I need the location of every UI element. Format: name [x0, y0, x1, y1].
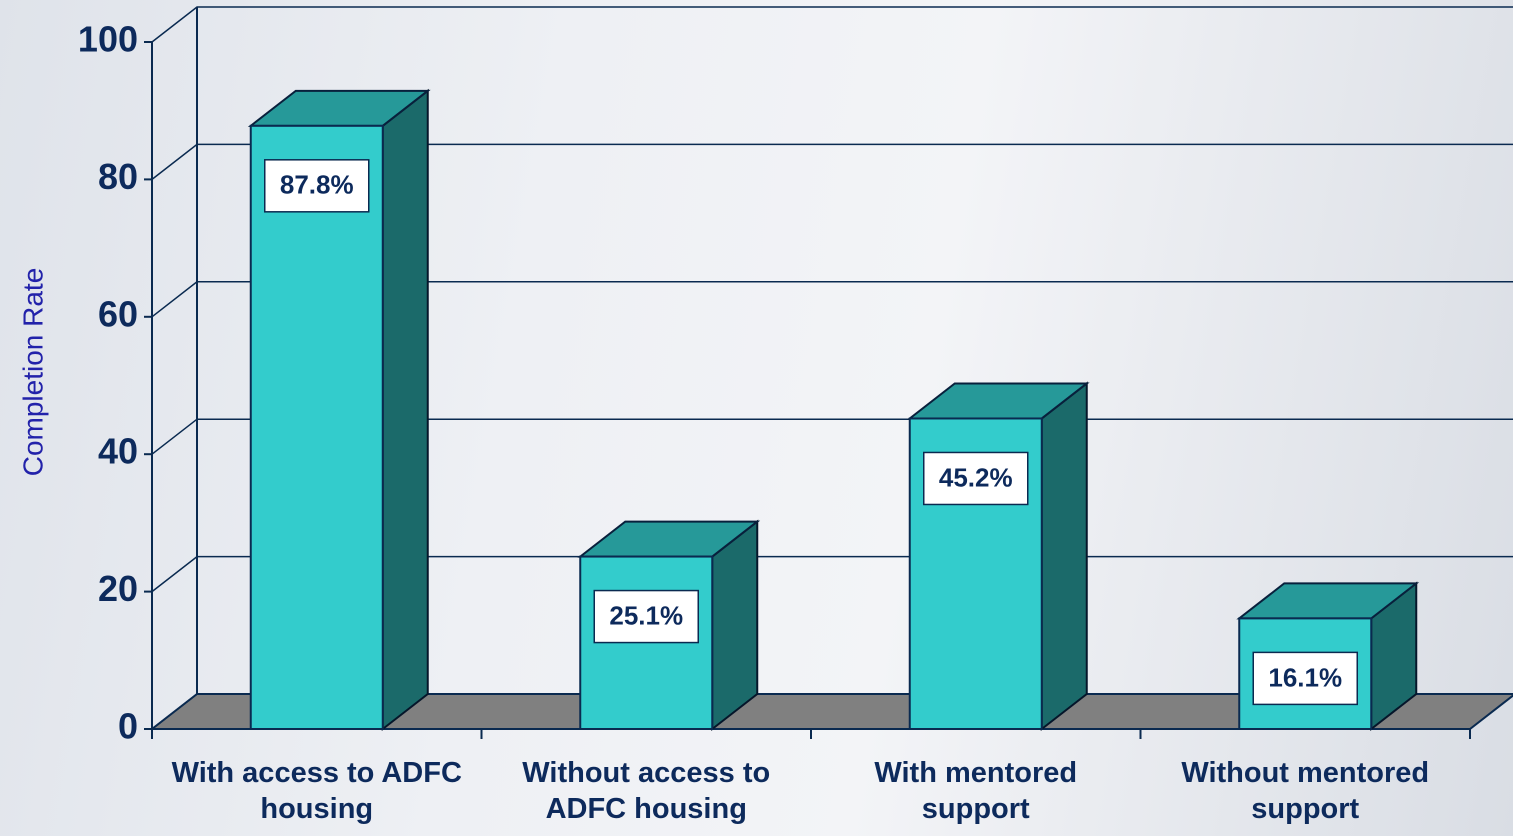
- x-tick-label: Without access to ADFC housing: [522, 757, 771, 825]
- value-label: 25.1%: [609, 600, 683, 630]
- bar-side: [381, 88, 429, 732]
- x-tick-label: With mentored support: [874, 757, 1078, 825]
- y-axis-title: Completion Rate: [17, 268, 48, 477]
- x-tick-label: Without mentored support: [1181, 757, 1430, 825]
- y-tick-label: 60: [98, 293, 138, 334]
- x-tick-label: With access to ADFC housing: [171, 757, 462, 825]
- value-label: 87.8%: [280, 170, 354, 200]
- value-label-box: [1252, 651, 1358, 706]
- value-label-box: [264, 159, 370, 213]
- value-label-box: [593, 589, 699, 644]
- y-tick-label: 40: [98, 431, 138, 472]
- y-tick-label: 100: [78, 19, 138, 60]
- y-tick-label: 20: [98, 568, 138, 609]
- value-label-box: [923, 451, 1029, 506]
- y-tick-label: 0: [118, 706, 138, 747]
- bar: [249, 124, 384, 730]
- value-label: 16.1%: [1268, 662, 1342, 692]
- bar-side: [711, 519, 759, 732]
- y-tick-label: 80: [98, 156, 138, 197]
- grid-line: [151, 281, 1513, 318]
- grid-line: [151, 143, 1513, 180]
- grid-line: [151, 6, 1513, 43]
- value-label: 45.2%: [939, 462, 1013, 492]
- bar-side: [1040, 381, 1088, 732]
